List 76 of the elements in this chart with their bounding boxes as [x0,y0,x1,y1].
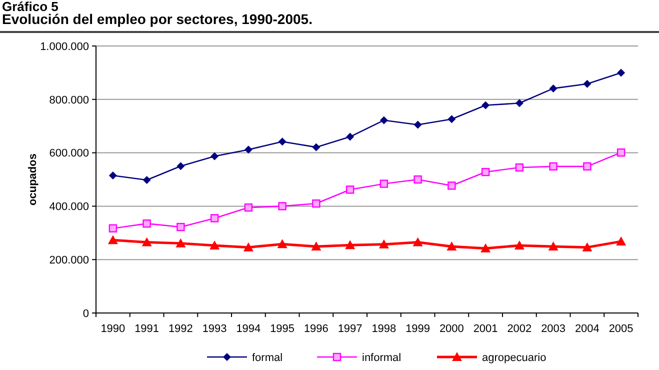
x-tick-label: 2000 [439,323,464,335]
point [481,168,490,176]
x-tick-label: 1990 [100,323,126,335]
point [244,203,253,212]
point [514,240,524,250]
point [414,120,422,129]
point [583,162,592,171]
x-tick-label: 1991 [134,323,160,335]
x-tick-label: 1998 [372,323,396,335]
point [414,175,422,184]
point [549,84,558,92]
point [108,235,118,244]
point [311,242,322,251]
point [210,240,220,250]
point [108,224,118,232]
y-tick-label: 600.000 [49,148,89,160]
point [446,242,457,251]
point [412,237,423,246]
point [278,202,286,210]
y-tick-label: 200.000 [49,254,89,266]
x-tick-label: 1994 [236,323,261,335]
chart-title: Gráfico 5 [2,0,58,14]
legend-label: agropecuario [482,352,546,364]
point [244,146,252,154]
point [346,132,354,141]
point [616,236,626,246]
x-tick-label: 2005 [608,323,634,335]
point [583,80,592,88]
point [515,99,524,108]
x-tick-label: 2003 [541,323,566,335]
x-tick-label: 1995 [270,323,295,335]
point [312,143,320,152]
point [617,68,626,77]
point [277,239,288,248]
x-tick-label: 2004 [574,323,600,335]
point [176,162,185,170]
x-tick-label: 2002 [507,323,532,335]
x-tick-label: 1997 [338,323,362,335]
point [210,152,219,160]
point [380,180,388,188]
point [380,116,388,124]
point [548,242,558,251]
point [345,240,356,250]
point [346,186,354,194]
y-axis-title: ocupados [27,154,39,206]
point [108,171,117,180]
y-tick-label: 800.000 [49,94,89,106]
point [582,242,592,252]
legend-label: formal [252,352,283,364]
point [210,214,219,222]
point [142,237,152,246]
point [448,182,456,190]
point [176,238,186,248]
x-tick-label: 1996 [304,323,328,335]
point [142,176,151,184]
x-tick-label: 2001 [473,323,498,335]
y-tick-label: 0 [82,308,89,320]
point [176,222,185,232]
legend-label: informal [362,352,402,364]
x-tick-label: 1999 [406,323,430,335]
x-tick-label: 1992 [168,323,193,335]
point [549,162,558,171]
point [616,148,626,157]
point [515,163,524,172]
point [243,242,254,252]
y-tick-label: 400.000 [49,201,89,214]
point [448,115,456,124]
x-tick-label: 1993 [202,323,227,335]
point [480,243,491,252]
y-tick-label: 1.000.000 [40,40,89,53]
point [482,101,490,110]
point [278,138,286,146]
point [378,239,389,248]
point [142,219,151,228]
chart-subtitle: Evolución del empleo por sectores, 1990-2005. [2,11,312,27]
point [312,199,320,208]
